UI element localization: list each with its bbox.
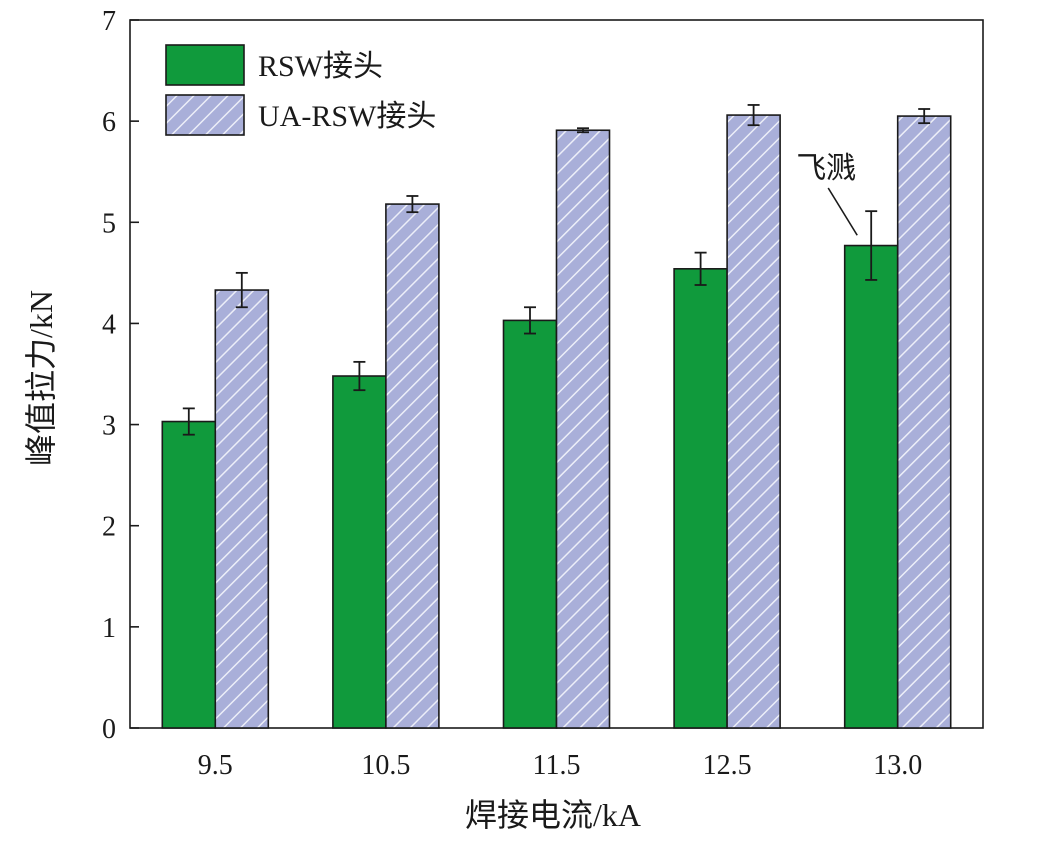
legend-swatch-rsw <box>165 44 245 86</box>
bar-rsw-10-5 <box>332 375 387 729</box>
bar-ua-rsw-13-0 <box>896 115 952 729</box>
bar-rsw-12-5 <box>673 268 728 729</box>
y-tick-label: 6 <box>102 107 116 138</box>
legend: RSW接头 UA-RSW接头 <box>165 44 436 136</box>
y-tick-label: 7 <box>102 6 116 37</box>
x-tick-label: 9.5 <box>198 750 233 781</box>
legend-label-ua-rsw: UA-RSW接头 <box>258 100 436 133</box>
bar-ua-rsw-9-5 <box>214 289 270 729</box>
error-bars <box>182 104 931 436</box>
bar-ua-rsw-10-5 <box>385 203 440 729</box>
y-tick-label: 1 <box>102 613 116 644</box>
bar-rsw-9-5 <box>161 420 217 729</box>
y-tick-label: 2 <box>102 512 116 543</box>
y-tick-label: 3 <box>102 411 116 442</box>
bars <box>161 114 952 729</box>
tick-labels: 0 1 2 3 4 5 6 7 9.5 10.5 11.5 12.5 13.0 <box>102 6 922 781</box>
y-tick-label: 4 <box>102 309 116 340</box>
legend-label-rsw: RSW接头 <box>258 50 383 83</box>
y-tick-label: 5 <box>102 208 116 239</box>
y-axis-title: 峰值拉力/kN <box>23 290 59 466</box>
x-tick-label: 13.0 <box>873 750 922 781</box>
x-axis-title: 焊接电流/kA <box>465 797 641 833</box>
bar-ua-rsw-11-5 <box>555 129 611 729</box>
annotation-leader-line <box>827 187 858 236</box>
x-tick-label: 10.5 <box>361 750 410 781</box>
bar-ua-rsw-12-5 <box>726 114 781 729</box>
bar-rsw-13-0 <box>843 244 899 729</box>
bar-rsw-11-5 <box>502 319 558 729</box>
x-tick-label: 11.5 <box>533 750 581 781</box>
y-tick-label: 0 <box>102 714 116 745</box>
legend-swatch-ua-rsw <box>165 94 245 136</box>
x-tick-label: 12.5 <box>703 750 752 781</box>
annotations: 飞溅 <box>796 152 858 236</box>
annotation-label-spatter: 飞溅 <box>796 152 856 185</box>
